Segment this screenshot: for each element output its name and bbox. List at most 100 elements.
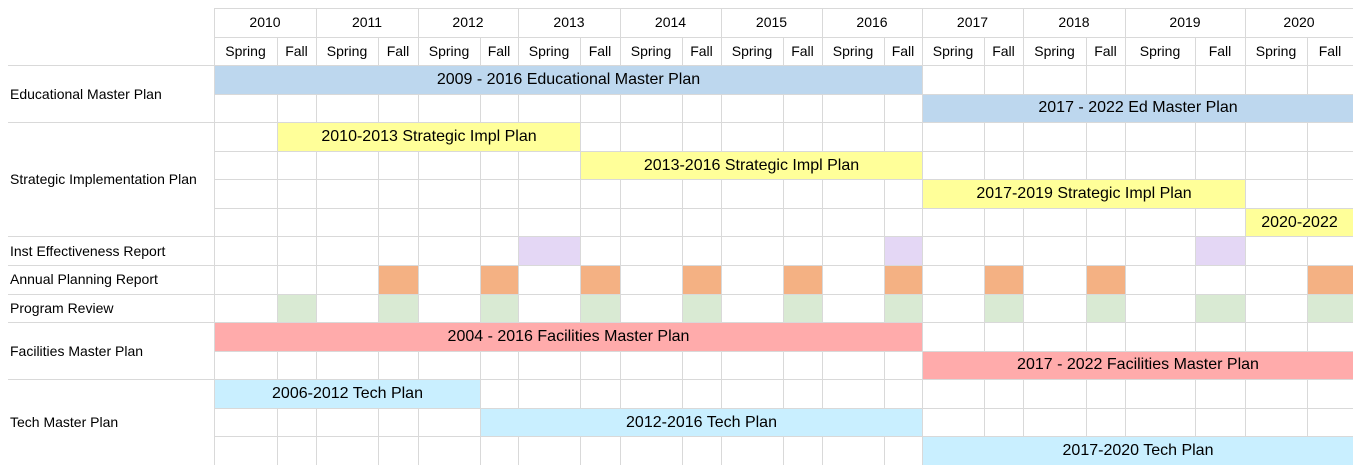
marker-block [1196,237,1245,266]
grid-line [783,36,784,465]
grid-line [518,8,519,37]
group-line [8,122,214,124]
plan-bar: 2017 - 2022 Ed Master Plan [923,94,1353,123]
marker-block [784,266,822,294]
group-line [8,236,214,238]
group-label: Inst Effectiveness Report [10,242,166,259]
grid-line [580,36,581,465]
season: Spring [630,42,672,59]
grid-line [480,36,481,465]
grid-line [822,36,823,465]
season: Spring [528,42,570,59]
group-line [8,65,214,67]
marker-block [1308,294,1353,323]
season: Fall [891,42,915,59]
grid-line [214,36,215,465]
grid-line [1245,36,1246,465]
season: Spring [832,42,874,59]
marker-block [278,294,316,323]
marker-block [581,294,620,323]
marker-block [784,294,822,323]
grid-line [378,36,379,465]
marker-block [683,294,721,323]
plan-bar: 2013-2016 Strategic Impl Plan [581,151,922,180]
marker-block [885,237,922,266]
grid-line [721,8,722,37]
grid-line [316,8,317,37]
grid-line [214,8,215,37]
group-line [8,379,214,381]
group-label: Annual Planning Report [10,271,158,288]
grid-line [1023,36,1024,465]
group-label: Facilities Master Plan [10,342,144,359]
marker-block [379,266,418,294]
marker-block [379,294,418,323]
grid-line [922,8,923,37]
season: Spring [1034,42,1075,59]
plan-bar: 2017-2020 Tech Plan [923,437,1353,465]
grid-line [418,8,419,37]
group-line [8,293,214,295]
marker-block [519,237,580,266]
grid-line [822,8,823,37]
group-label: Educational Master Plan [10,85,162,102]
plan-bar: 2017 - 2022 Facilities Master Plan [923,351,1353,380]
season: Fall [386,42,410,59]
grid-line [1125,8,1126,37]
plan-bar: 2004 - 2016 Facilities Master Plan [215,323,922,351]
year: 2019 [1169,14,1201,31]
year: 2010 [249,14,281,31]
year: 2017 [956,14,989,31]
group-line [8,265,214,267]
grid-line [418,36,419,465]
year: 2020 [1283,14,1315,31]
marker-block [885,266,922,294]
grid-line [721,36,722,465]
group-line [8,322,214,324]
grid-line [620,36,621,465]
season: Spring [428,42,470,59]
grid-line [518,36,519,465]
marker-block [581,266,620,294]
year: 2012 [452,14,484,31]
season: Spring [1255,42,1297,59]
grid-line [1195,36,1196,465]
grid-line [984,36,985,465]
marker-block [481,294,518,323]
grid-line [316,36,317,465]
grid-line [682,36,683,465]
grid-line [277,36,278,465]
season: Spring [225,42,266,59]
group-label: Tech Master Plan [10,414,119,431]
marker-block [985,294,1023,323]
marker-block [885,294,922,323]
season: Fall [1208,42,1232,59]
grid-line [1125,36,1126,465]
season: Fall [791,42,814,59]
season: Fall [285,42,308,59]
year: 2013 [553,14,585,31]
grid-line [884,36,885,465]
plan-bar: 2009 - 2016 Educational Master Plan [215,66,922,94]
grid-line [922,36,923,465]
year: 2016 [856,14,888,31]
marker-block [1087,266,1125,294]
season: Fall [1094,42,1117,59]
season: Fall [1318,42,1342,59]
plan-bar: 2010-2013 Strategic Impl Plan [278,123,580,151]
grid-line [214,8,1353,9]
marker-block [1087,294,1125,323]
marker-block [985,266,1023,294]
year: 2018 [1058,14,1090,31]
season: Fall [588,42,612,59]
grid-line [1307,36,1308,465]
season: Spring [326,42,368,59]
year: 2011 [351,14,383,31]
plan-bar: 2020-2022 [1246,208,1353,237]
plan-bar: 2012-2016 Tech Plan [481,408,922,437]
marker-block [1196,294,1245,323]
year: 2014 [654,14,687,31]
grid-line [1086,36,1087,465]
grid-line [1023,8,1024,37]
